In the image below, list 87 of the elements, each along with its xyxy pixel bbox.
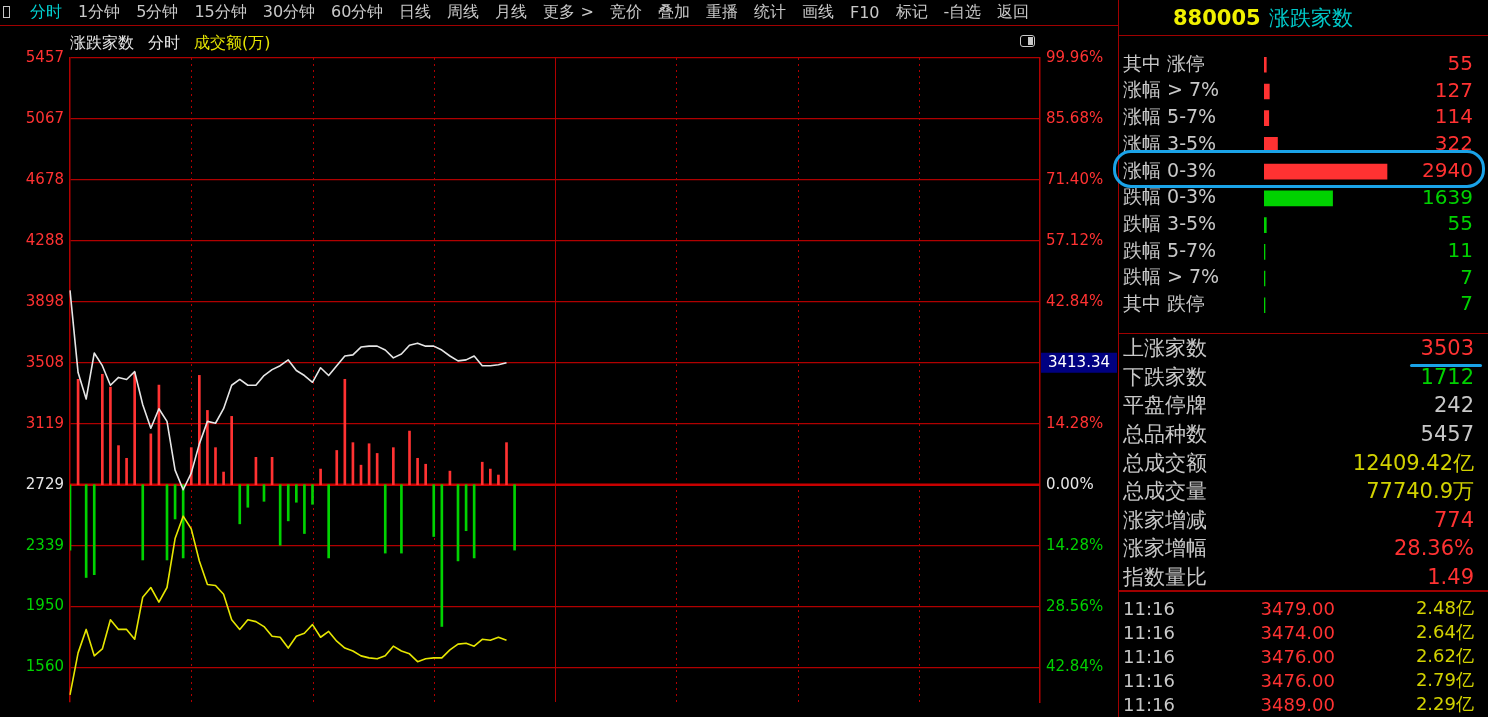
- y2-tick-label: 28.56%: [1046, 596, 1104, 615]
- y-tick-label: 1560: [25, 657, 64, 676]
- y-tick-label: 5067: [25, 108, 64, 127]
- y-tick-label: 2339: [25, 535, 64, 554]
- category-label: 总成交量: [1123, 478, 1207, 506]
- y2-tick-label: 42.84%: [1046, 657, 1104, 676]
- data-label: 7: [1460, 291, 1473, 316]
- category-label: 日线: [398, 2, 433, 23]
- category-label: 指数量比: [1123, 564, 1207, 592]
- y-tick-label: 4288: [25, 230, 64, 249]
- y-tick-label: 涨幅 0-3%: [1123, 158, 1217, 181]
- y2-tick-label: 85.68%: [1046, 108, 1104, 127]
- chart-title: 880005 涨跌家数: [1173, 4, 1353, 32]
- chart-title: 涨跌家数: [70, 33, 134, 54]
- category-label: 重播: [704, 2, 739, 23]
- y2-tick-label: 14.28%: [1046, 413, 1104, 432]
- data-label: 55: [1447, 211, 1473, 236]
- text: 28.36%: [1393, 536, 1474, 561]
- y-tick-label: 跌幅 0-3%: [1123, 185, 1217, 208]
- category-label: 平盘停牌: [1123, 392, 1207, 420]
- y-tick-label: 3898: [25, 291, 64, 310]
- category-label: 月线: [494, 2, 529, 23]
- data-label: 11: [1447, 238, 1473, 262]
- y-tick-label: 其中 涨停: [1123, 51, 1206, 74]
- text: 11:16 3474.00 2.64亿: [1123, 621, 1474, 643]
- data-label: 1639: [1422, 184, 1473, 209]
- y-tick-label: 5457: [25, 47, 64, 66]
- data-label: 7: [1460, 264, 1473, 289]
- y-tick-label: 跌幅 5-7%: [1123, 238, 1217, 261]
- text: 1712: [1420, 364, 1474, 389]
- text: 3413.34: [1047, 352, 1111, 371]
- category-label: 总成交额: [1123, 449, 1207, 477]
- category-label: 下跌家数: [1123, 363, 1207, 391]
- category-label: F10: [848, 3, 881, 22]
- data-label: 127: [1434, 77, 1473, 102]
- category-label: 1分钟: [77, 2, 122, 23]
- text: 5457: [1420, 422, 1474, 447]
- text: 11:16 3479.00 2.48亿: [1123, 597, 1474, 619]
- text: 1.49: [1427, 565, 1474, 590]
- text: 11:16 3476.00 2.79亿: [1123, 669, 1474, 691]
- data-label: 114: [1434, 104, 1473, 129]
- y-tick-label: 其中 跌停: [1123, 292, 1206, 315]
- text: 77740.9万: [1366, 479, 1474, 504]
- category-label: 涨家增减: [1123, 506, 1207, 534]
- data-label: 2940: [1422, 157, 1473, 182]
- y-tick-label: 1950: [25, 596, 64, 615]
- data-label: 322: [1434, 131, 1473, 156]
- y-tick-label: 3119: [25, 413, 64, 432]
- category-label: 上涨家数: [1123, 335, 1207, 363]
- text: 242: [1433, 393, 1474, 418]
- text: 11:16 3489.00 2.29亿: [1123, 693, 1474, 715]
- category-label: 竞价: [608, 2, 643, 23]
- category-label: 5分钟: [135, 2, 180, 23]
- category-label: 15分钟: [193, 2, 248, 23]
- category-label: 统计: [752, 2, 787, 23]
- chart-subtitle: 分时: [148, 33, 180, 54]
- y-tick-label: 2729: [25, 474, 64, 493]
- category-label: 总品种数: [1123, 421, 1207, 449]
- y2-tick-label: 99.96%: [1046, 47, 1104, 66]
- text: 3503: [1420, 336, 1474, 361]
- category-label: 返回: [996, 2, 1031, 23]
- category-label: 60分钟: [330, 2, 385, 23]
- y2-tick-label: 57.12%: [1046, 230, 1104, 249]
- y-tick-label: 4678: [25, 169, 64, 188]
- category-label: 分时: [29, 2, 63, 23]
- category-label: 更多 >: [542, 2, 595, 23]
- category-label: 画线: [800, 2, 835, 23]
- category-label: 30分钟: [261, 2, 317, 23]
- y2-tick-label: 14.28%: [1046, 535, 1104, 554]
- y2-tick-label: 0.00%: [1046, 474, 1094, 493]
- text: 11:16 3476.00 2.62亿: [1123, 645, 1474, 667]
- text: 12409.42亿: [1352, 450, 1474, 475]
- text: 774: [1433, 507, 1474, 532]
- category-label: 叠加: [656, 2, 691, 23]
- y-tick-label: 涨幅 5-7%: [1123, 105, 1217, 128]
- category-label: -自选: [942, 2, 983, 23]
- data-label: 55: [1447, 50, 1473, 75]
- y2-tick-label: 71.40%: [1046, 169, 1104, 188]
- y-tick-label: 跌幅 3-5%: [1123, 212, 1217, 235]
- y-tick-label: 3508: [25, 352, 64, 371]
- y-tick-label: 跌幅 > 7%: [1123, 265, 1220, 288]
- text: 成交额(万): [194, 33, 271, 54]
- category-label: 周线: [446, 2, 481, 23]
- category-label: 涨家增幅: [1123, 535, 1207, 563]
- y-tick-label: 涨幅 > 7%: [1123, 78, 1220, 101]
- y2-tick-label: 42.84%: [1046, 291, 1104, 310]
- category-label: 标记: [894, 2, 929, 23]
